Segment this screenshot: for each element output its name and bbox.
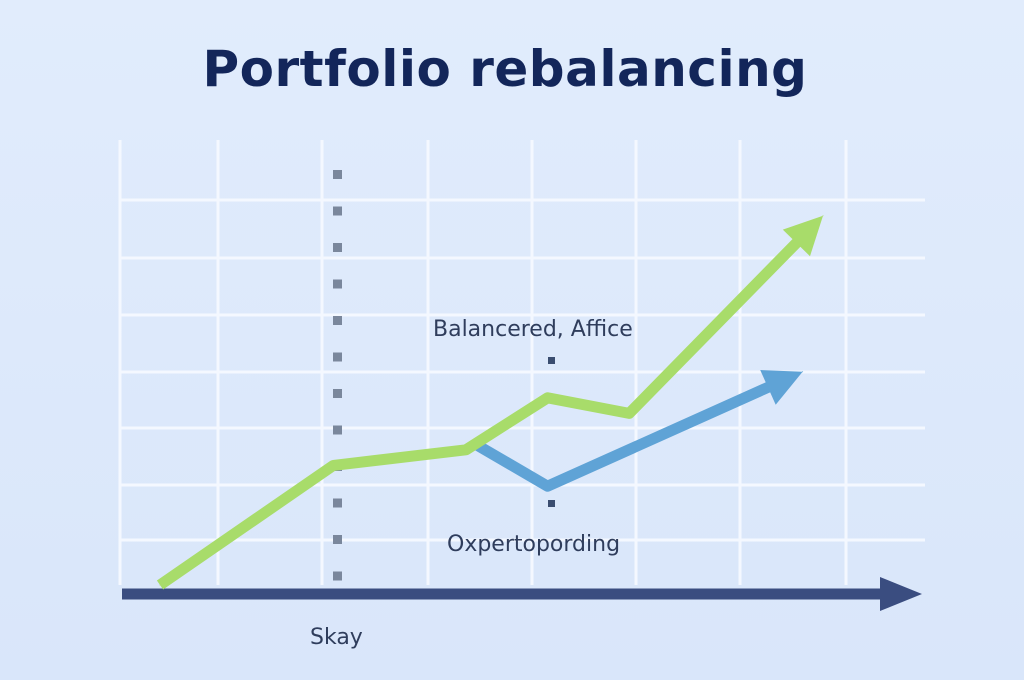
series-0-point-1 (332, 464, 334, 466)
marker-dot-9 (333, 498, 342, 508)
annotation-balancered: Balancered, Affice (433, 317, 633, 342)
annotation-skay: Skay (310, 625, 363, 650)
annotation-dot-top (548, 357, 555, 364)
series-line-0 (156, 236, 804, 590)
annotation-oxpertopording: Oxpertopording (447, 532, 620, 557)
series-0-point-3 (547, 397, 549, 399)
annotations: Balancered, Affice Oxpertopording Skay (310, 317, 633, 650)
marker-dot-4 (333, 316, 342, 325)
series-arrowhead-0 (782, 215, 823, 257)
series-0-point-4 (628, 412, 630, 414)
marker-dot-5 (333, 352, 342, 362)
series-arrowhead-1 (760, 370, 803, 405)
series-1-point-1 (547, 485, 549, 487)
series (156, 215, 824, 590)
chart-title: Portfolio rebalancing (202, 40, 808, 98)
marker-dot-11 (333, 571, 342, 581)
marker-dot-6 (333, 389, 342, 398)
grid (118, 140, 925, 585)
marker-dot-10 (333, 535, 342, 544)
x-axis-arrowhead (880, 577, 922, 611)
vertical-marker (333, 170, 342, 581)
x-axis (122, 577, 922, 611)
series-0-point-5 (822, 215, 824, 217)
marker-dot-0 (333, 170, 342, 179)
marker-dot-2 (333, 243, 342, 252)
series-0-point-0 (159, 584, 161, 586)
marker-dot-1 (333, 206, 342, 216)
marker-dot-3 (333, 279, 342, 289)
series-line-1 (473, 380, 774, 492)
series-1-point-2 (802, 371, 804, 373)
marker-dot-7 (333, 425, 342, 435)
annotation-dot-bottom (548, 500, 555, 507)
series-0-point-2 (465, 449, 467, 451)
